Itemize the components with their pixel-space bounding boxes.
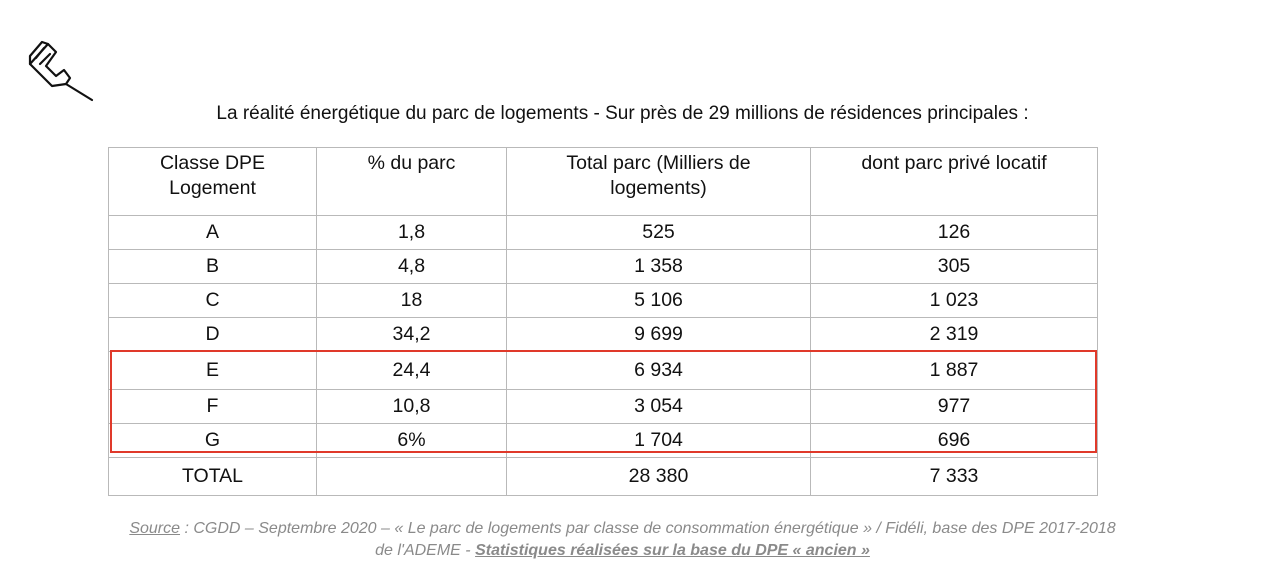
pushpin-icon: [28, 40, 94, 102]
table-row: D 34,2 9 699 2 319: [108, 317, 1098, 352]
cell-pct: 4,8: [316, 249, 507, 284]
dpe-table: Classe DPE Logement % du parc Total parc…: [108, 147, 1098, 496]
header-classe: Classe DPE Logement: [108, 147, 317, 216]
cell-classe: D: [108, 317, 317, 352]
table-row-total: TOTAL 28 380 7 333: [108, 457, 1098, 496]
source-line2-prefix: de l'ADEME -: [375, 542, 476, 559]
cell-classe: B: [108, 249, 317, 284]
cell-total: 9 699: [506, 317, 811, 352]
cell-pct: 34,2: [316, 317, 507, 352]
cell-pct: 6%: [316, 423, 507, 458]
cell-classe: E: [108, 351, 317, 390]
cell-total: 5 106: [506, 283, 811, 318]
header-total: Total parc (Milliers de logements): [506, 147, 811, 216]
table-row: C 18 5 106 1 023: [108, 283, 1098, 318]
table-row: A 1,8 525 126: [108, 215, 1098, 250]
table-row: B 4,8 1 358 305: [108, 249, 1098, 284]
table-row: F 10,8 3 054 977: [108, 389, 1098, 424]
header-prive: dont parc privé locatif: [810, 147, 1098, 216]
cell-total: 3 054: [506, 389, 811, 424]
cell-prive: 977: [810, 389, 1098, 424]
cell-pct: 18: [316, 283, 507, 318]
cell-prive: 7 333: [810, 457, 1098, 496]
cell-classe: A: [108, 215, 317, 250]
cell-prive: 1 023: [810, 283, 1098, 318]
cell-pct: 1,8: [316, 215, 507, 250]
cell-prive: 126: [810, 215, 1098, 250]
cell-pct: [316, 457, 507, 496]
source-label: Source: [129, 520, 181, 537]
table-row: E 24,4 6 934 1 887: [108, 351, 1098, 390]
source-line2-bold: Statistiques réalisées sur la base du DP…: [475, 542, 870, 559]
cell-classe: G: [108, 423, 317, 458]
cell-total: 1 704: [506, 423, 811, 458]
cell-classe: TOTAL: [108, 457, 317, 496]
cell-prive: 2 319: [810, 317, 1098, 352]
cell-prive: 305: [810, 249, 1098, 284]
table-header-row: Classe DPE Logement % du parc Total parc…: [108, 147, 1098, 216]
cell-total: 28 380: [506, 457, 811, 496]
page-title: La réalité énergétique du parc de logeme…: [216, 103, 1029, 124]
cell-prive: 696: [810, 423, 1098, 458]
cell-classe: F: [108, 389, 317, 424]
cell-prive: 1 887: [810, 351, 1098, 390]
source-note: Source : CGDD – Septembre 2020 – « Le pa…: [0, 518, 1245, 562]
cell-total: 6 934: [506, 351, 811, 390]
cell-total: 525: [506, 215, 811, 250]
dpe-table-container: Classe DPE Logement % du parc Total parc…: [108, 147, 1098, 496]
header-pct: % du parc: [316, 147, 507, 216]
cell-pct: 10,8: [316, 389, 507, 424]
cell-pct: 24,4: [316, 351, 507, 390]
table-row: G 6% 1 704 696: [108, 423, 1098, 458]
cell-classe: C: [108, 283, 317, 318]
source-line1: : CGDD – Septembre 2020 – « Le parc de l…: [180, 520, 1116, 537]
cell-total: 1 358: [506, 249, 811, 284]
